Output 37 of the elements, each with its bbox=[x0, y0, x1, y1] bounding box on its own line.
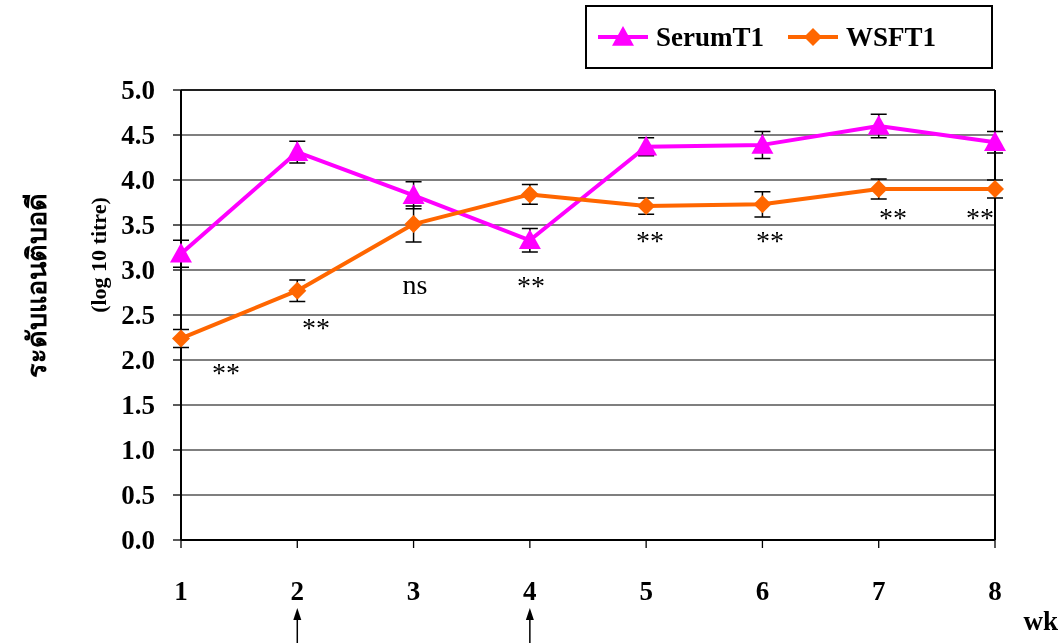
x-axis-title: wk bbox=[1023, 606, 1058, 636]
y-tick-label: 2.5 bbox=[121, 300, 155, 330]
x-tick-label: 5 bbox=[639, 576, 653, 606]
x-tick-label: 1 bbox=[174, 576, 188, 606]
y-tick-label: 2.0 bbox=[121, 345, 155, 375]
x-tick-label: 6 bbox=[755, 576, 770, 606]
x-tick-label: 3 bbox=[406, 576, 421, 606]
point bbox=[404, 215, 423, 234]
point bbox=[170, 242, 192, 263]
annotation: ns bbox=[402, 269, 428, 300]
annotation: ** bbox=[212, 357, 240, 388]
annotation: ** bbox=[636, 225, 664, 256]
y-tick-label: 4.5 bbox=[121, 120, 155, 150]
y-tick-label: 3.0 bbox=[121, 255, 155, 285]
y-axis-title: ระดับแอนติบอดี bbox=[22, 192, 52, 378]
annotation: ** bbox=[879, 202, 907, 233]
point bbox=[753, 195, 772, 214]
x-tick-label: 4 bbox=[523, 576, 537, 606]
y-tick-label: 1.5 bbox=[121, 390, 155, 420]
text: (log 10 titre) bbox=[86, 197, 111, 313]
y-tick-label: 0.0 bbox=[121, 525, 155, 555]
x-tick-label: 7 bbox=[871, 576, 886, 606]
y-tick-label: 4.0 bbox=[121, 165, 155, 195]
annotation: ** bbox=[517, 270, 545, 301]
x-tick-label: 2 bbox=[290, 576, 305, 606]
y-tick-label: 5.0 bbox=[121, 75, 155, 105]
annotation: ** bbox=[966, 202, 994, 233]
legend-label: WSFT1 bbox=[846, 22, 937, 52]
point bbox=[402, 184, 425, 205]
annotation: ** bbox=[756, 225, 784, 256]
point bbox=[751, 133, 774, 154]
annotation: ** bbox=[302, 312, 330, 343]
y-tick-label: 1.0 bbox=[121, 435, 155, 465]
y-tick-label: 0.5 bbox=[121, 480, 155, 510]
y-tick-label: 3.5 bbox=[121, 210, 155, 240]
legend-label: SerumT1 bbox=[656, 22, 764, 52]
x-tick-label: 8 bbox=[988, 576, 1002, 606]
